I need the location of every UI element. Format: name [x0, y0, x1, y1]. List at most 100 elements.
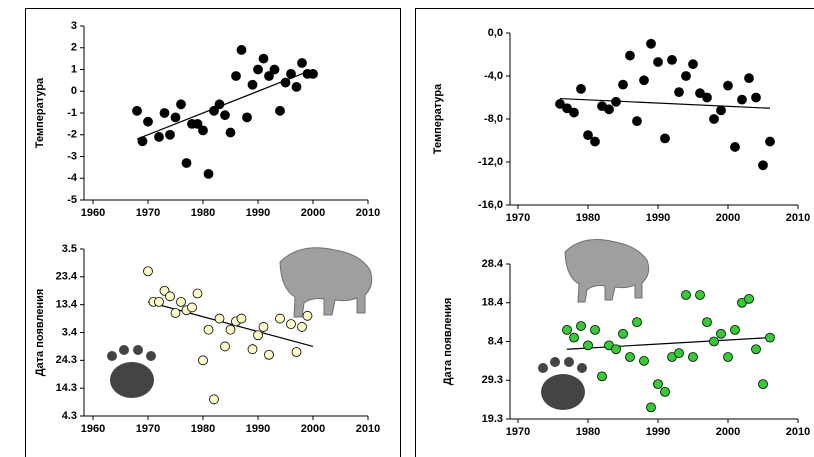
- point: [203, 168, 214, 179]
- y-tick-label: 3: [71, 20, 77, 32]
- x-tick-label: 2010: [356, 423, 380, 435]
- point: [730, 324, 740, 335]
- point: [667, 54, 677, 65]
- point: [709, 114, 719, 124]
- panel-frame: [415, 8, 814, 457]
- point: [187, 302, 197, 313]
- point: [695, 88, 705, 99]
- point: [258, 53, 269, 64]
- point: [632, 116, 642, 127]
- point: [716, 328, 726, 339]
- y-tick-label: -2: [67, 129, 77, 141]
- point: [681, 71, 691, 81]
- x-tick-label: 1980: [576, 212, 600, 224]
- point: [220, 110, 230, 121]
- point: [576, 84, 586, 94]
- point: [198, 355, 208, 366]
- point: [181, 158, 192, 168]
- point: [765, 136, 775, 147]
- x-tick-label: 1970: [506, 212, 530, 224]
- point: [264, 349, 274, 360]
- point: [583, 340, 593, 351]
- x-tick-label: 1970: [136, 207, 160, 219]
- point: [758, 160, 768, 171]
- x-tick-label: 1980: [576, 426, 600, 438]
- y-tick-label: 0,0: [488, 27, 503, 39]
- point: [660, 386, 670, 397]
- point: [660, 133, 670, 144]
- point: [154, 132, 164, 142]
- y-tick-label: 18.4: [482, 297, 504, 309]
- x-tick-label: 2000: [716, 426, 740, 438]
- point: [236, 313, 247, 324]
- y-tick-label: -5: [67, 194, 77, 206]
- point: [214, 99, 225, 110]
- point: [625, 50, 635, 61]
- point: [674, 348, 684, 359]
- y-tick-label: 29.3: [482, 374, 503, 386]
- x-tick-label: 1990: [246, 423, 270, 435]
- point: [253, 330, 263, 341]
- point: [176, 296, 186, 307]
- point: [297, 322, 307, 332]
- point: [618, 328, 628, 339]
- point: [562, 324, 572, 335]
- y-tick-label: 3.5: [62, 243, 77, 255]
- point: [597, 371, 607, 382]
- point: [286, 68, 296, 79]
- point: [744, 293, 754, 304]
- paw-illustration: [107, 345, 587, 410]
- y-tick-label: 8.4: [488, 335, 504, 347]
- point: [225, 324, 236, 335]
- y-tick-label: 23.4: [56, 271, 78, 283]
- y-tick-label: 0: [71, 85, 77, 97]
- point: [583, 130, 593, 141]
- point: [308, 68, 318, 79]
- x-tick-label: 2010: [786, 426, 810, 438]
- point: [137, 136, 148, 147]
- point: [632, 317, 642, 328]
- point: [625, 352, 635, 362]
- point: [709, 336, 719, 347]
- bear-illustration: [279, 239, 650, 318]
- point: [688, 59, 698, 70]
- point: [258, 322, 269, 332]
- point: [611, 344, 621, 355]
- point: [681, 290, 691, 300]
- point: [716, 105, 726, 116]
- trend-line: [566, 337, 771, 350]
- point: [604, 104, 614, 115]
- y-tick-label: 14.3: [56, 382, 77, 394]
- point: [737, 94, 747, 105]
- point: [590, 136, 600, 147]
- y-tick-label: 24.3: [56, 354, 77, 366]
- point: [639, 355, 649, 366]
- point: [220, 341, 230, 352]
- point: [291, 347, 302, 357]
- y-tick-label: 28.4: [482, 258, 504, 270]
- point: [242, 112, 252, 123]
- point: [674, 87, 684, 98]
- x-tick-label: 1970: [506, 426, 530, 438]
- x-tick-label: 1970: [136, 423, 160, 435]
- panel-frame: [25, 8, 401, 457]
- point: [170, 308, 181, 318]
- point: [280, 77, 291, 88]
- y-tick-label: 4.3: [62, 410, 77, 422]
- point: [618, 79, 628, 90]
- x-tick-label: 1990: [646, 212, 670, 224]
- y-axis-label: Температура: [432, 83, 444, 154]
- x-tick-label: 1990: [646, 426, 670, 438]
- x-tick-label: 2010: [356, 207, 380, 219]
- point: [555, 99, 565, 109]
- point: [231, 71, 241, 81]
- y-tick-label: -4: [67, 172, 78, 184]
- point: [646, 38, 656, 49]
- point: [723, 352, 733, 362]
- y-tick-label: 19.3: [482, 413, 503, 425]
- point: [275, 313, 285, 324]
- y-tick-label: 3.4: [62, 326, 78, 338]
- x-tick-label: 1990: [246, 207, 270, 219]
- point: [253, 64, 263, 75]
